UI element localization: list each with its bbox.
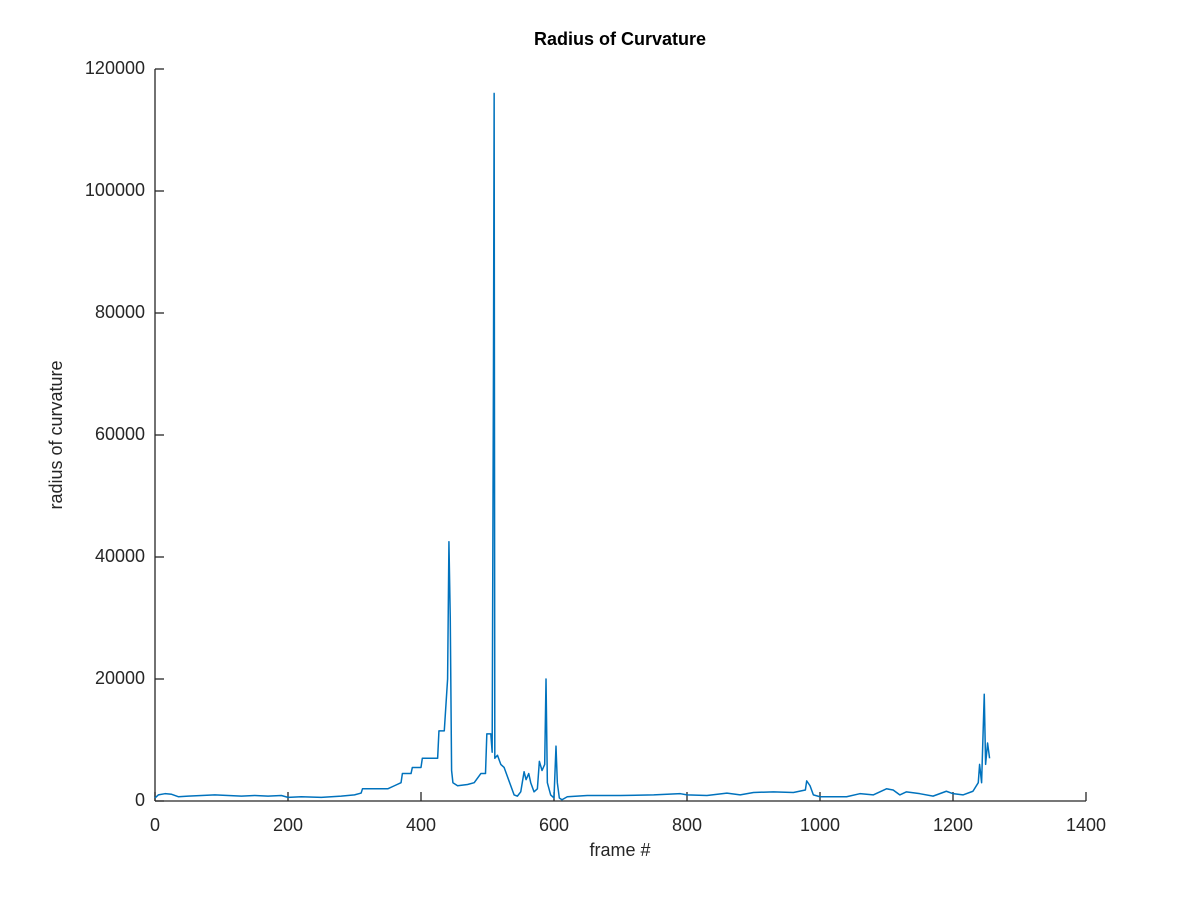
y-tick-label: 20000 — [95, 668, 145, 688]
y-tick-label: 0 — [135, 790, 145, 810]
y-tick-label: 120000 — [85, 58, 145, 78]
y-axis-label: radius of curvature — [46, 360, 66, 509]
chart-title: Radius of Curvature — [534, 29, 706, 49]
y-tick-label: 60000 — [95, 424, 145, 444]
x-tick-label: 1400 — [1066, 815, 1106, 835]
x-tick-label: 800 — [672, 815, 702, 835]
x-tick-label: 1000 — [800, 815, 840, 835]
y-tick-label: 100000 — [85, 180, 145, 200]
x-tick-label: 400 — [406, 815, 436, 835]
data-line — [154, 92, 991, 801]
y-tick-label: 80000 — [95, 302, 145, 322]
x-tick-label: 0 — [150, 815, 160, 835]
x-tick-label: 1200 — [933, 815, 973, 835]
x-tick-label: 600 — [539, 815, 569, 835]
x-axis-label: frame # — [589, 840, 650, 860]
y-tick-label: 40000 — [95, 546, 145, 566]
x-tick-label: 200 — [273, 815, 303, 835]
